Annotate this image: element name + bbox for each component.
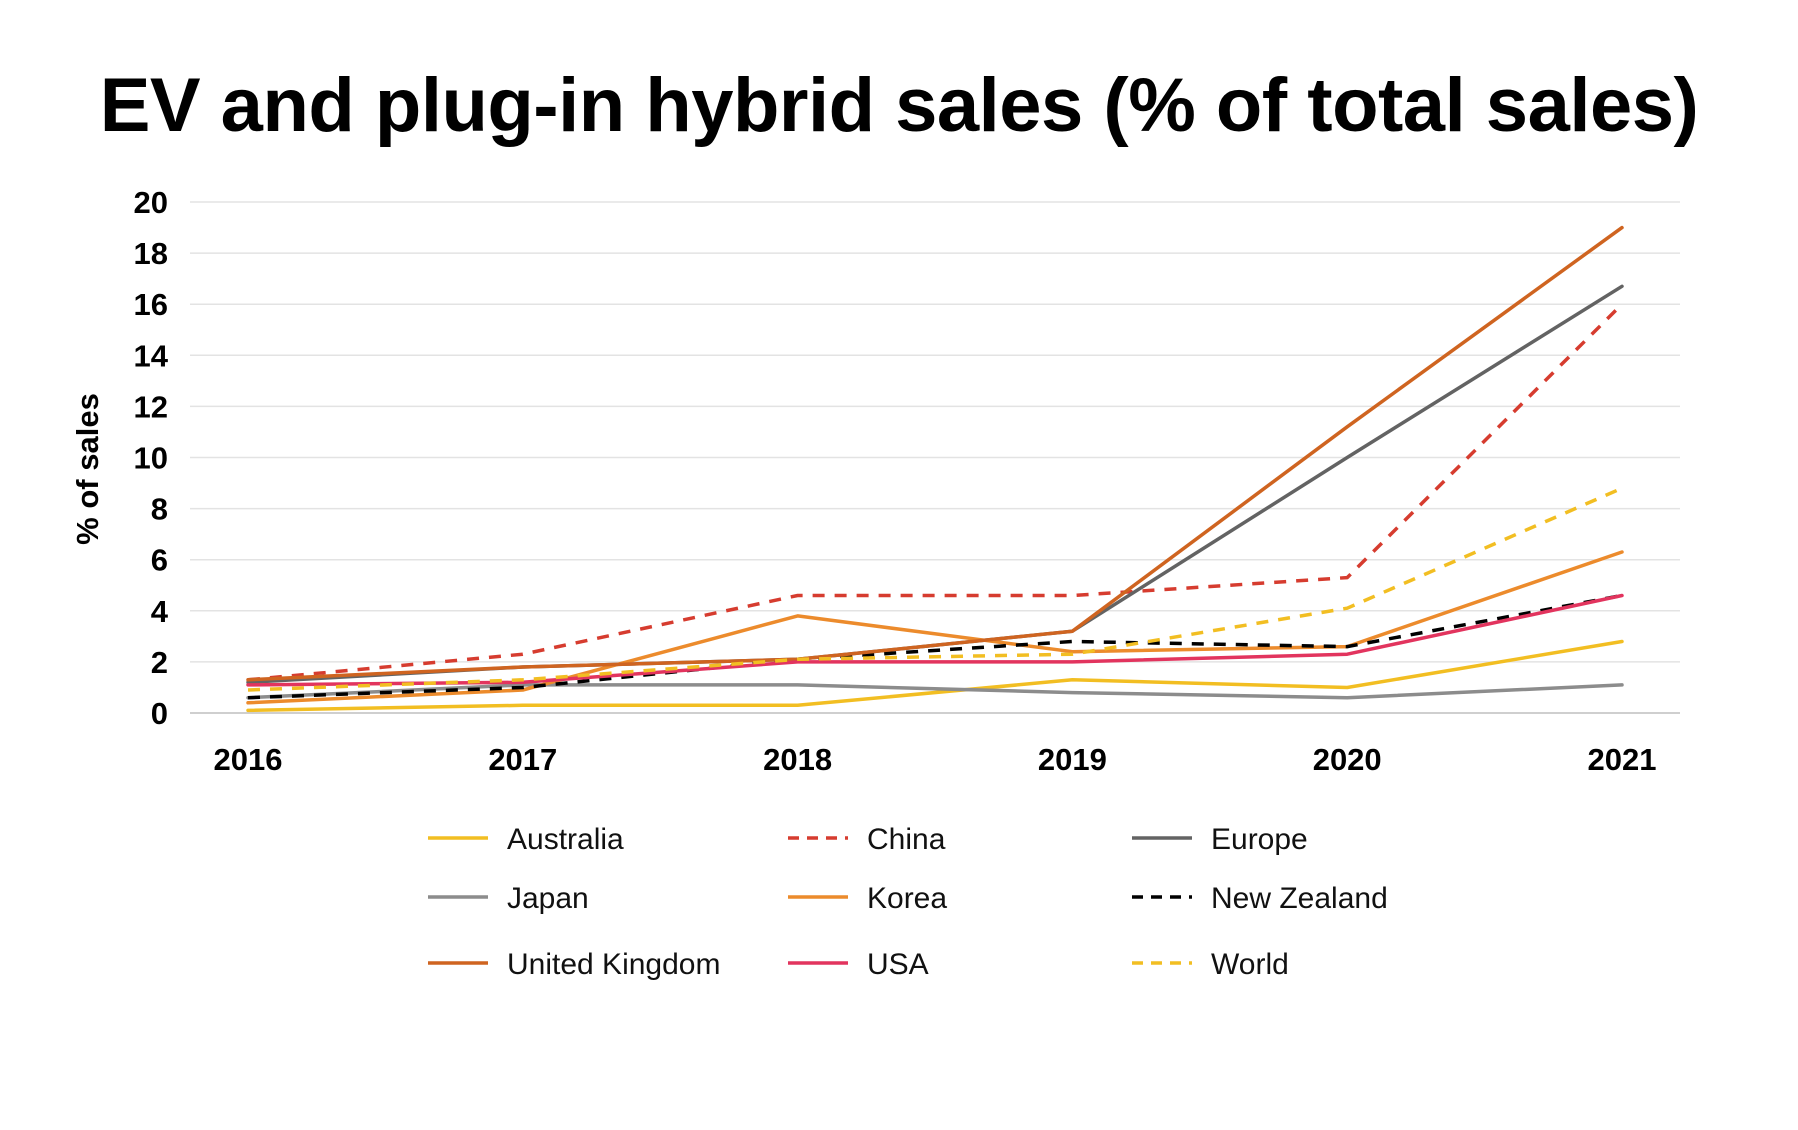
- legend-label: China: [867, 823, 946, 856]
- series-line-australia: [246, 639, 1624, 713]
- y-tick-label: 4: [151, 594, 169, 629]
- y-tick-label: 20: [134, 185, 168, 220]
- y-tick-label: 12: [134, 389, 168, 424]
- series-line-korea: [246, 550, 1624, 705]
- y-tick-label: 16: [134, 287, 168, 322]
- series-lines: [246, 225, 1624, 713]
- x-tick-label: 2017: [488, 742, 557, 777]
- x-tick-label: 2016: [214, 742, 283, 777]
- series-line-china: [247, 302, 1624, 682]
- legend-item-new-zealand: New Zealand: [1132, 882, 1388, 915]
- y-tick-label: 14: [134, 338, 169, 373]
- y-tick-label: 10: [134, 441, 168, 476]
- y-tick-label: 8: [151, 492, 168, 527]
- legend-label: USA: [867, 948, 929, 981]
- legend-label: Korea: [867, 882, 947, 915]
- legend-label: Europe: [1211, 823, 1308, 856]
- y-axis-ticks: 0 2 4 6 8 10 12 14 16 18 20: [134, 185, 169, 731]
- legend-item-china: China: [788, 823, 946, 856]
- legend-label: United Kingdom: [507, 948, 720, 981]
- chart-title: EV and plug-in hybrid sales (% of total …: [99, 63, 1699, 148]
- legend-label: New Zealand: [1211, 882, 1388, 915]
- legend-item-world: World: [1132, 948, 1289, 981]
- legend-label: World: [1211, 948, 1289, 981]
- legend-item-europe: Europe: [1132, 823, 1308, 856]
- legend-label: Australia: [507, 823, 624, 856]
- legend: Australia China Europe Japan Korea New Zealan…: [428, 823, 1388, 981]
- legend-item-usa: USA: [788, 948, 929, 981]
- x-tick-label: 2018: [763, 742, 832, 777]
- legend-item-japan: Japan: [428, 882, 589, 915]
- y-tick-label: 6: [151, 543, 168, 578]
- legend-item-australia: Australia: [428, 823, 624, 856]
- series-line-japan: [246, 683, 1624, 700]
- x-axis-ticks: 2016 2017 2018 2019 2020 2021: [214, 742, 1657, 777]
- x-tick-label: 2021: [1588, 742, 1657, 777]
- y-tick-label: 18: [134, 236, 168, 271]
- y-tick-label: 2: [151, 645, 168, 680]
- y-axis-title: % of sales: [70, 393, 105, 545]
- y-tick-label: 0: [151, 696, 168, 731]
- x-tick-label: 2020: [1313, 742, 1382, 777]
- series-line-united-kingdom: [246, 225, 1624, 682]
- x-tick-label: 2019: [1038, 742, 1107, 777]
- gridlines: [190, 201, 1680, 714]
- series-line-world: [247, 486, 1623, 692]
- legend-item-korea: Korea: [788, 882, 947, 915]
- legend-label: Japan: [507, 882, 589, 915]
- series-line-new-zealand: [247, 593, 1623, 700]
- legend-item-united-kingdom: United Kingdom: [428, 948, 720, 981]
